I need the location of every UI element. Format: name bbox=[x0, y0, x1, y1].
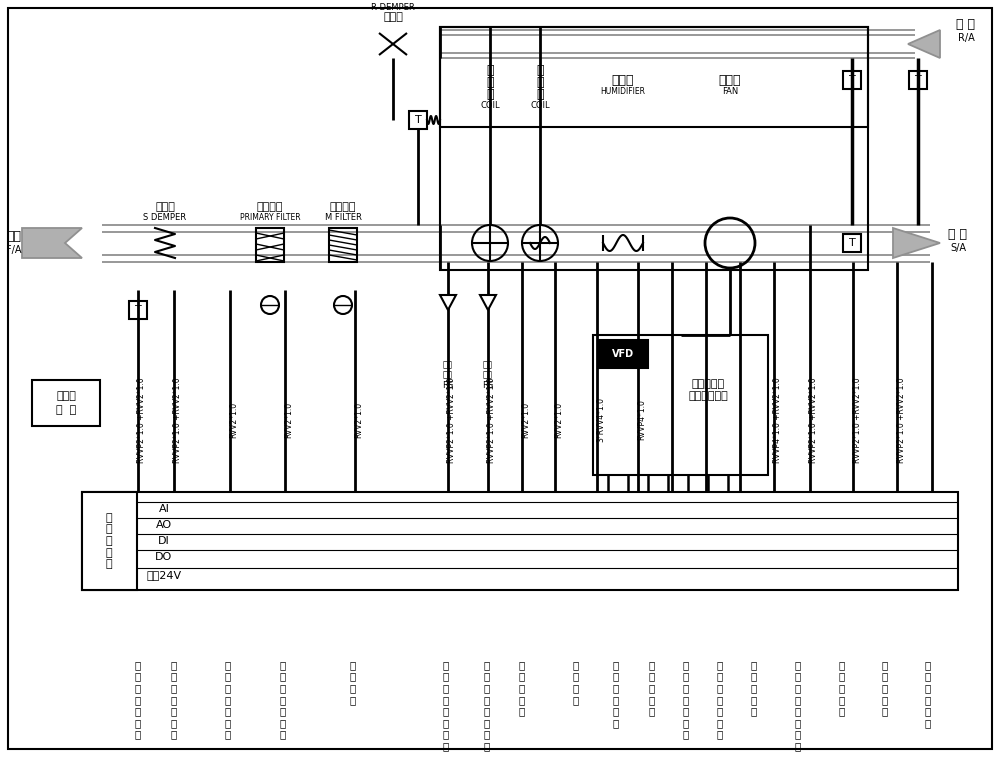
Text: T: T bbox=[849, 238, 855, 248]
Bar bbox=[598, 340, 648, 368]
Text: T: T bbox=[849, 75, 855, 85]
Text: 电  表: 电 表 bbox=[56, 405, 76, 415]
Text: 多功能: 多功能 bbox=[56, 391, 76, 401]
Text: 送
风
机
故
障
报
态: 送 风 机 故 障 报 态 bbox=[683, 660, 689, 740]
Text: 初效过滤: 初效过滤 bbox=[257, 202, 283, 212]
Text: 冷
热
水
阀
调
节
控
制: 冷 热 水 阀 调 节 控 制 bbox=[443, 660, 449, 751]
Polygon shape bbox=[440, 295, 456, 310]
Text: 盘: 盘 bbox=[536, 76, 544, 89]
Bar bbox=[256, 228, 284, 262]
Text: RVV2*1.0: RVV2*1.0 bbox=[522, 402, 530, 438]
Bar bbox=[440, 27, 868, 270]
Text: AI: AI bbox=[159, 504, 169, 514]
Text: T: T bbox=[135, 305, 141, 315]
Bar bbox=[909, 71, 927, 89]
Text: RVV2*1.0: RVV2*1.0 bbox=[354, 402, 364, 438]
Text: RVVP2*1.0 +RVV2*1.0: RVVP2*1.0 +RVV2*1.0 bbox=[174, 377, 182, 463]
Text: 电源24V: 电源24V bbox=[146, 570, 182, 580]
Text: F/A: F/A bbox=[6, 245, 22, 255]
Text: DI: DI bbox=[158, 536, 170, 546]
Polygon shape bbox=[893, 228, 940, 258]
Text: RVVP2*1.0 +RVV2*1.0: RVVP2*1.0 +RVV2*1.0 bbox=[138, 377, 146, 463]
Text: RVV2*1.0: RVV2*1.0 bbox=[285, 402, 294, 438]
Text: 3*RVV4*1.0: 3*RVV4*1.0 bbox=[596, 397, 606, 443]
Text: 变
频
机
报
警: 变 频 机 报 警 bbox=[751, 660, 757, 716]
Text: R/A: R/A bbox=[958, 33, 974, 43]
Bar bbox=[82, 492, 137, 590]
Text: 中效过滤: 中效过滤 bbox=[330, 202, 356, 212]
Text: RVVP2*1.0 +RVV2*1.0: RVVP2*1.0 +RVV2*1.0 bbox=[852, 377, 862, 463]
Text: COIL: COIL bbox=[530, 101, 550, 110]
Text: 回风阀: 回风阀 bbox=[383, 12, 403, 22]
Text: T: T bbox=[415, 115, 421, 125]
Text: 送
风
机
变
频
控
反
馈: 送 风 机 变 频 控 反 馈 bbox=[795, 660, 801, 751]
Text: M FILTER: M FILTER bbox=[325, 213, 361, 223]
Text: 管: 管 bbox=[536, 88, 544, 101]
Bar bbox=[129, 301, 147, 319]
Text: 热: 热 bbox=[536, 64, 544, 76]
Polygon shape bbox=[22, 228, 82, 258]
Text: 冷: 冷 bbox=[486, 64, 494, 76]
Bar bbox=[843, 71, 861, 89]
Bar bbox=[409, 111, 427, 129]
Text: 新风阀: 新风阀 bbox=[155, 202, 175, 212]
Text: R DEMPER: R DEMPER bbox=[371, 4, 415, 13]
Text: FAN: FAN bbox=[722, 86, 738, 95]
Text: RVVP2*1.0 +RVV2*1.0: RVVP2*1.0 +RVV2*1.0 bbox=[810, 377, 818, 463]
Text: 送风机: 送风机 bbox=[719, 73, 741, 86]
Text: S/A: S/A bbox=[950, 243, 966, 253]
Text: RVVP2*1.0 +RVV2*1.0: RVVP2*1.0 +RVV2*1.0 bbox=[896, 377, 906, 463]
Text: 送 风: 送 风 bbox=[948, 229, 968, 241]
Text: 回
风
阀
调
节
控
制: 回 风 阀 调 节 控 制 bbox=[171, 660, 177, 740]
Bar bbox=[82, 492, 958, 590]
Bar bbox=[593, 335, 768, 475]
Text: PRIMARY FILTER: PRIMARY FILTER bbox=[240, 213, 300, 223]
Text: 管: 管 bbox=[486, 88, 494, 101]
Text: 新风: 新风 bbox=[7, 230, 22, 244]
Text: RVVP4*1.0 +RVV2*1.0: RVVP4*1.0 +RVV2*1.0 bbox=[774, 377, 782, 463]
Text: RVVP2*1.0 +RVV2*1.0: RVVP2*1.0 +RVV2*1.0 bbox=[488, 377, 496, 463]
Text: 加
湿
机
控
制: 加 湿 机 控 制 bbox=[519, 660, 525, 716]
Text: DO: DO bbox=[155, 552, 173, 562]
Text: S DEMPER: S DEMPER bbox=[143, 213, 187, 223]
Text: 冷
热
水
阀
调
节
控
制: 冷 热 水 阀 调 节 控 制 bbox=[484, 660, 490, 751]
Text: 送
风
温
湿
度: 送 风 温 湿 度 bbox=[882, 660, 888, 716]
Bar bbox=[440, 27, 868, 127]
Text: 过
滤
网
压
差
报
警: 过 滤 网 压 差 报 警 bbox=[280, 660, 286, 740]
Text: RVV2*1.0: RVV2*1.0 bbox=[230, 402, 239, 438]
Text: 回供
水水
RS: 回供 水水 RS bbox=[482, 360, 494, 390]
Text: T: T bbox=[915, 75, 921, 85]
Text: VFD: VFD bbox=[612, 349, 634, 359]
Bar bbox=[329, 228, 357, 262]
Polygon shape bbox=[480, 295, 496, 310]
Text: HUMIDIFIER: HUMIDIFIER bbox=[600, 86, 646, 95]
Text: 现
场
控
制
器: 现 场 控 制 器 bbox=[106, 512, 112, 569]
Text: 送
风
机
手
动
自
动: 送 风 机 手 动 自 动 bbox=[717, 660, 723, 740]
Text: COIL: COIL bbox=[480, 101, 500, 110]
Text: 送
风
机
变
启
停: 送 风 机 变 启 停 bbox=[613, 660, 619, 728]
Text: 回
风
二
氧
化
碳: 回 风 二 氧 化 碳 bbox=[925, 660, 931, 728]
Text: 过
滤
网
压
差
报
警: 过 滤 网 压 差 报 警 bbox=[225, 660, 231, 740]
Text: 回
风
温
湿
度: 回 风 温 湿 度 bbox=[839, 660, 845, 716]
Text: RVVP4*1.0: RVVP4*1.0 bbox=[638, 400, 646, 441]
Text: RVVP2*1.0 +RVV2*1.0: RVVP2*1.0 +RVV2*1.0 bbox=[448, 377, 456, 463]
Text: 风机配电柜
（带变频器）: 风机配电柜 （带变频器） bbox=[688, 379, 728, 400]
Text: RVV2*1.0: RVV2*1.0 bbox=[554, 402, 564, 438]
Text: 送
风
机
开
关: 送 风 机 开 关 bbox=[649, 660, 655, 716]
Text: 防
冻
开
关: 防 冻 开 关 bbox=[350, 660, 356, 705]
Polygon shape bbox=[908, 30, 940, 58]
Bar bbox=[843, 234, 861, 252]
Text: 盘: 盘 bbox=[486, 76, 494, 89]
Text: 回 风: 回 风 bbox=[956, 18, 976, 32]
Text: 风
机
压
差: 风 机 压 差 bbox=[573, 660, 579, 705]
Text: AO: AO bbox=[156, 520, 172, 530]
Text: 加湿器: 加湿器 bbox=[612, 73, 634, 86]
Bar bbox=[32, 380, 100, 426]
Text: 新
风
阀
调
节
控
制: 新 风 阀 调 节 控 制 bbox=[135, 660, 141, 740]
Text: 回供
水水
RS: 回供 水水 RS bbox=[442, 360, 454, 390]
